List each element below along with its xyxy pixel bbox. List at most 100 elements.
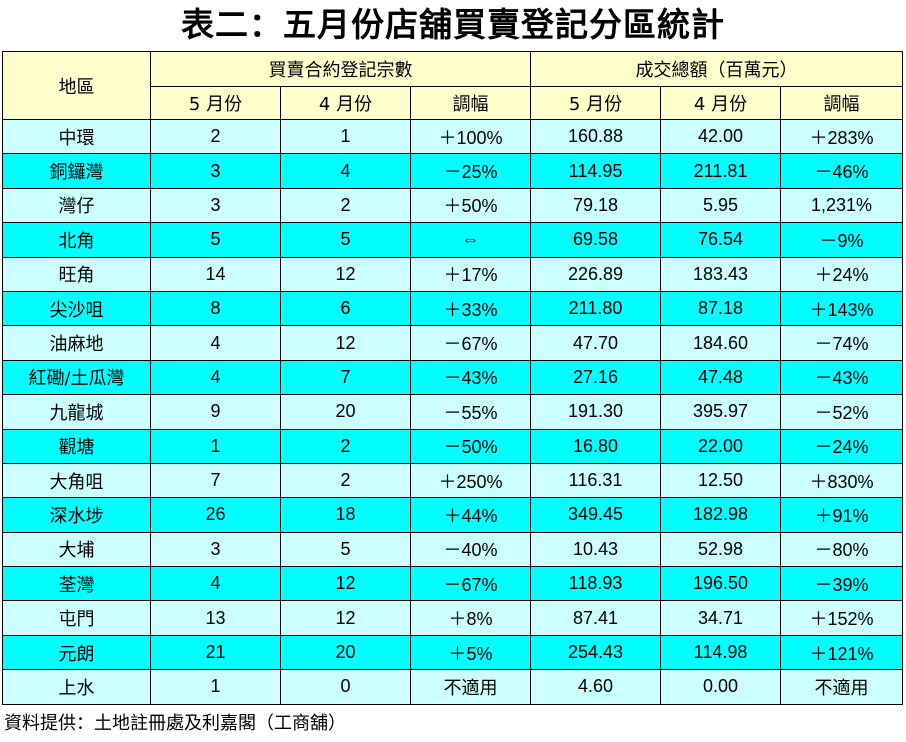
value-change-cell: ＋121% <box>780 634 904 671</box>
value-apr-cell: 47.48 <box>660 359 782 396</box>
count-may-cell: 21 <box>150 634 281 671</box>
count-may-cell: 3 <box>150 531 281 568</box>
count-change-cell: ＋250% <box>409 462 532 499</box>
value-may-cell: 116.31 <box>530 462 662 499</box>
region-cell: 大埔 <box>2 531 151 568</box>
count-may-cell: 2 <box>150 118 281 155</box>
table-row: 油麻地 4 12 －67% 47.70 184.60 －74% <box>2 325 904 361</box>
header-count-may: 5 月份 <box>150 86 281 120</box>
value-change-cell: －46% <box>780 153 904 189</box>
value-apr-cell: 34.71 <box>660 600 782 636</box>
value-change-cell: －24% <box>780 428 904 464</box>
count-may-cell: 26 <box>150 497 281 533</box>
count-apr-cell: 12 <box>280 256 411 292</box>
count-apr-cell: 4 <box>280 153 411 189</box>
value-may-cell: 47.70 <box>530 325 662 361</box>
table-row: 元朗 21 20 ＋5% 254.43 114.98 ＋121% <box>2 634 904 671</box>
header-count-group: 買賣合約登記宗數 <box>149 51 532 87</box>
count-may-cell: 7 <box>150 462 281 499</box>
header-value-group: 成交總額（百萬元） <box>530 51 904 87</box>
count-change-cell: －55% <box>409 394 532 430</box>
table-row: 灣仔 3 2 ＋50% 79.18 5.95 1,231% <box>2 187 904 224</box>
count-may-cell: 8 <box>150 290 281 327</box>
table-row: 荃灣 4 12 －67% 118.93 196.50 －39% <box>2 566 904 602</box>
count-change-cell: －67% <box>409 566 532 602</box>
value-change-cell: ＋24% <box>780 256 904 292</box>
value-apr-cell: 395.97 <box>660 394 782 430</box>
count-apr-cell: 12 <box>280 325 411 361</box>
count-apr-cell: 20 <box>280 634 411 671</box>
table-title: 表二：五月份店舖買賣登記分區統計 <box>181 5 725 44</box>
count-may-cell: 1 <box>150 669 281 705</box>
value-apr-cell: 182.98 <box>660 497 782 533</box>
count-change-cell: －50% <box>409 428 532 464</box>
value-apr-cell: 183.43 <box>660 256 782 292</box>
region-cell: 上水 <box>2 669 151 705</box>
region-cell: 紅磡/土瓜灣 <box>2 359 151 396</box>
table-row: 九龍城 9 20 －55% 191.30 395.97 －52% <box>2 394 904 430</box>
count-may-cell: 13 <box>150 600 281 636</box>
count-change-cell: ＋17% <box>409 256 532 292</box>
value-change-cell: ＋152% <box>780 600 904 636</box>
value-change-cell: －43% <box>780 359 904 396</box>
count-apr-cell: 20 <box>280 394 411 430</box>
value-apr-cell: 22.00 <box>660 428 782 464</box>
header-row-months: 5 月份 4 月份 調幅 5 月份 4 月份 調幅 <box>3 86 904 120</box>
value-apr-cell: 76.54 <box>660 222 782 258</box>
count-change-cell: ＋50% <box>409 187 532 224</box>
value-apr-cell: 114.98 <box>660 634 782 671</box>
count-change-cell: ＋5% <box>409 634 532 671</box>
count-may-cell: 1 <box>150 428 281 464</box>
region-cell: 深水埗 <box>2 497 151 533</box>
value-change-cell: ＋143% <box>780 290 904 327</box>
value-apr-cell: 196.50 <box>660 566 782 602</box>
table-row: 北角 5 5 ⇔ 69.58 76.54 －9% <box>2 222 904 258</box>
region-cell: 荃灣 <box>2 566 151 602</box>
value-change-cell: －52% <box>780 394 904 430</box>
value-may-cell: 191.30 <box>530 394 662 430</box>
region-cell: 中環 <box>2 118 151 155</box>
table-row: 旺角 14 12 ＋17% 226.89 183.43 ＋24% <box>2 256 904 292</box>
value-apr-cell: 5.95 <box>660 187 782 224</box>
count-change-cell: ＋8% <box>409 600 532 636</box>
count-may-cell: 9 <box>150 394 281 430</box>
region-cell: 銅鑼灣 <box>2 153 151 189</box>
value-may-cell: 16.80 <box>530 428 662 464</box>
value-change-cell: ＋283% <box>780 118 904 155</box>
region-cell: 元朗 <box>2 634 151 671</box>
value-apr-cell: 0.00 <box>660 669 782 705</box>
region-cell: 灣仔 <box>2 187 151 224</box>
table-row: 上水 1 0 不適用 4.60 0.00 不適用 <box>2 669 904 705</box>
count-apr-cell: 2 <box>280 428 411 464</box>
count-apr-cell: 0 <box>280 669 411 705</box>
header-row-groups: 地區 買賣合約登記宗數 成交總額（百萬元） <box>2 51 904 120</box>
table-row: 深水埗 26 18 ＋44% 349.45 182.98 ＋91% <box>2 497 904 533</box>
value-apr-cell: 211.81 <box>660 153 782 189</box>
table-row: 中環 2 1 ＋100% 160.88 42.00 ＋283% <box>2 118 904 155</box>
value-change-cell: 不適用 <box>780 669 904 705</box>
value-may-cell: 254.43 <box>530 634 662 671</box>
header-region: 地區 <box>2 51 151 120</box>
count-may-cell: 5 <box>150 222 281 258</box>
count-apr-cell: 2 <box>280 462 411 499</box>
value-may-cell: 27.16 <box>530 359 662 396</box>
header-count-change: 調幅 <box>409 86 532 120</box>
count-apr-cell: 7 <box>280 359 411 396</box>
count-change-cell: －40% <box>409 531 532 568</box>
value-change-cell: ＋91% <box>780 497 904 533</box>
count-change-cell: －43% <box>409 359 532 396</box>
value-may-cell: 4.60 <box>530 669 662 705</box>
value-may-cell: 118.93 <box>530 566 662 602</box>
value-change-cell: －9% <box>780 222 904 258</box>
table-row: 屯門 13 12 ＋8% 87.41 34.71 ＋152% <box>2 600 904 636</box>
count-change-cell: ⇔ <box>409 222 532 258</box>
value-may-cell: 114.95 <box>530 153 662 189</box>
count-change-cell: ＋44% <box>409 497 532 533</box>
table-row: 觀塘 1 2 －50% 16.80 22.00 －24% <box>2 428 904 464</box>
value-apr-cell: 12.50 <box>660 462 782 499</box>
value-may-cell: 349.45 <box>530 497 662 533</box>
count-may-cell: 4 <box>150 359 281 396</box>
header-value-may: 5 月份 <box>530 86 662 120</box>
table-row: 大埔 3 5 －40% 10.43 52.98 －80% <box>2 531 904 568</box>
value-may-cell: 79.18 <box>530 187 662 224</box>
